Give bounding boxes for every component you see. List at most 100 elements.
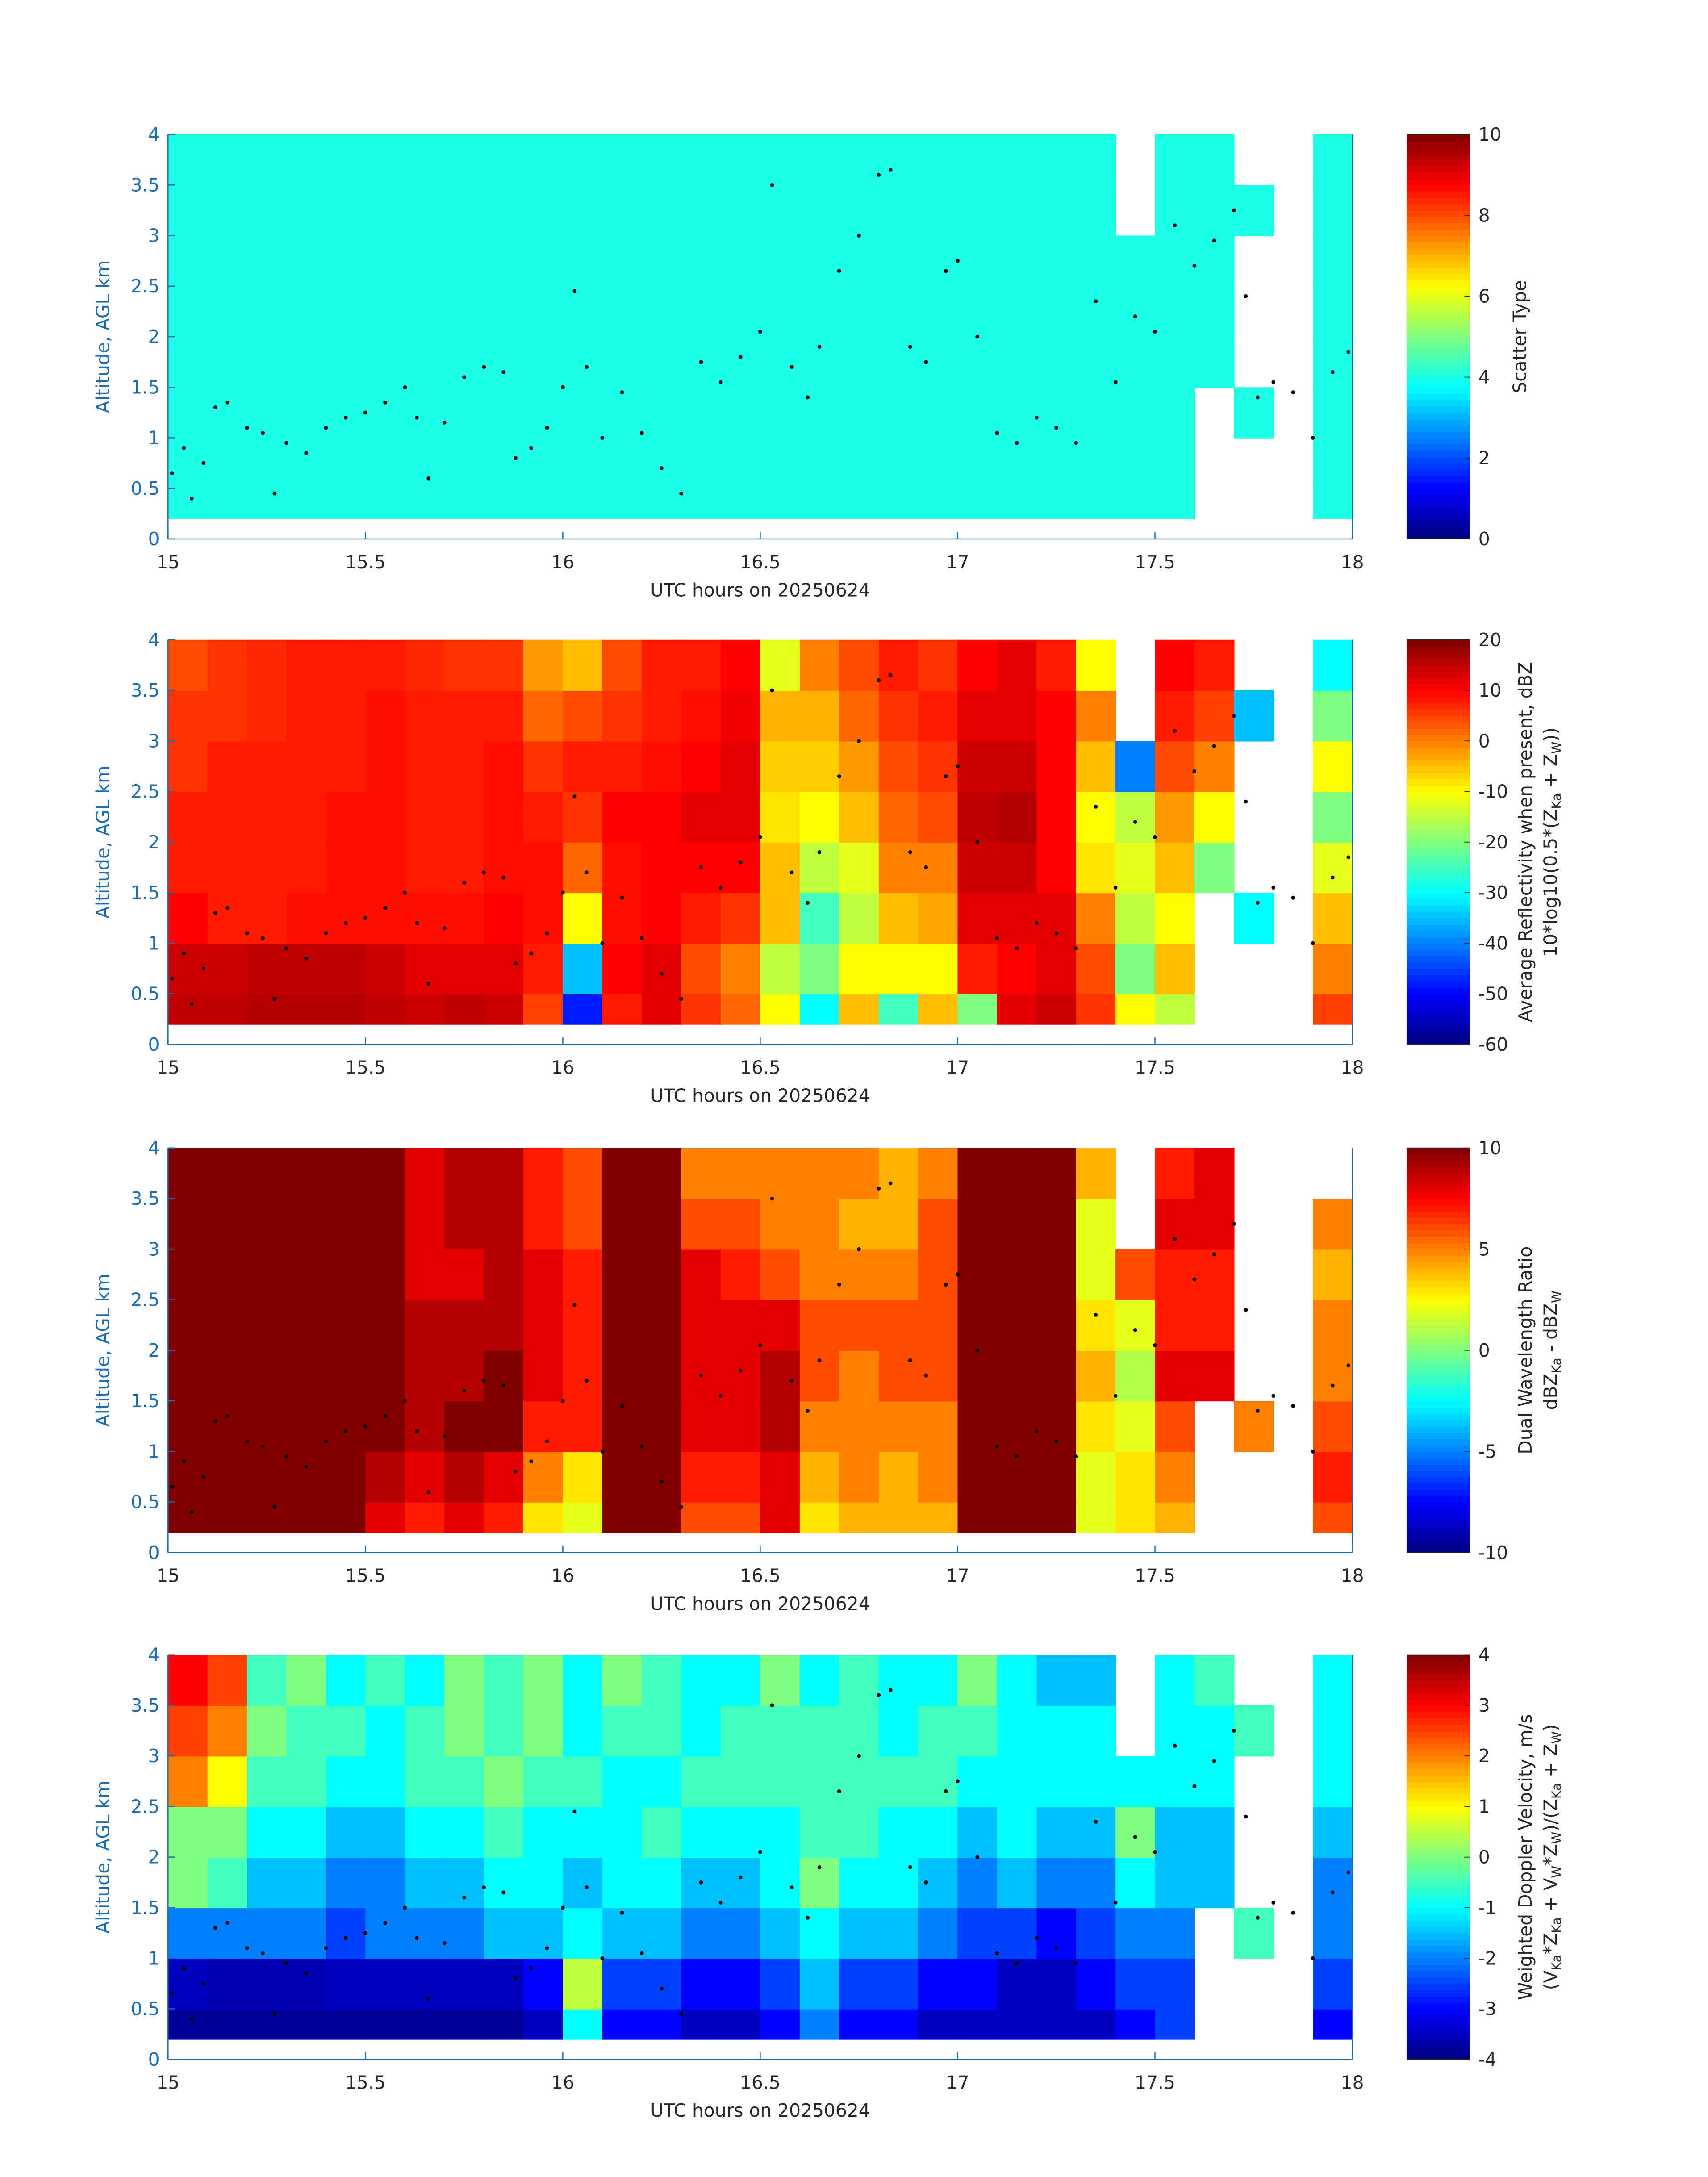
heatmap-cell (918, 387, 958, 439)
heatmap-cell (405, 1300, 445, 1351)
heatmap-cell (1036, 1907, 1077, 1959)
heatmap-cell (247, 943, 287, 994)
heatmap-cell (1076, 438, 1116, 489)
heatmap-cell (1155, 994, 1195, 1025)
heatmap-cell (405, 488, 445, 519)
x-tick-label: 17.5 (1135, 1057, 1175, 1078)
heatmap-cell (760, 943, 801, 994)
cloud-point (213, 1419, 217, 1423)
colorbar-swatch (1407, 2047, 1470, 2054)
heatmap-cell (523, 1249, 564, 1300)
heatmap-cell (286, 438, 327, 489)
colorbar-swatch (1407, 1951, 1470, 1959)
heatmap-cell (207, 1756, 248, 1807)
heatmap-cell (878, 741, 919, 792)
colorbar-swatch (1407, 1211, 1470, 1218)
heatmap-cell (1115, 488, 1156, 519)
heatmap-cell (1155, 185, 1195, 236)
heatmap-cell (365, 1249, 406, 1300)
colorbar-swatch (1407, 147, 1470, 154)
heatmap-cell (1076, 387, 1116, 439)
cloud-point (284, 1454, 288, 1458)
cloud-point (1034, 1429, 1039, 1433)
heatmap-cell (642, 1958, 682, 2010)
heatmap-cell (365, 690, 406, 742)
heatmap-cell (168, 1350, 208, 1402)
heatmap-cell (168, 1198, 208, 1250)
heatmap-cell (839, 387, 879, 439)
heatmap-cell (563, 791, 603, 843)
cloud-point (620, 1404, 624, 1408)
colorbar-swatch (1407, 330, 1470, 337)
heatmap-cell (523, 1300, 564, 1351)
cloud-point (363, 1931, 367, 1935)
heatmap-cell (642, 741, 682, 792)
heatmap-cell (168, 690, 208, 742)
x-tick-label: 16.5 (740, 552, 781, 573)
heatmap-cell (1313, 1502, 1353, 1533)
heatmap-cell (721, 1705, 761, 1757)
heatmap-cell (918, 438, 958, 489)
heatmap-cell (878, 1249, 919, 1300)
heatmap-cell (1194, 1655, 1235, 1706)
heatmap-cell (997, 1958, 1037, 2010)
heatmap-cell (168, 1502, 208, 1533)
heatmap-cell (721, 1249, 761, 1300)
colorbar-tick-label: 2 (1478, 447, 1490, 469)
colorbar-swatch (1407, 425, 1470, 432)
cloud-point (272, 1505, 277, 1509)
heatmap-cell (1155, 1756, 1195, 1807)
colorbar-swatch (1407, 368, 1470, 375)
heatmap-cell (523, 1857, 564, 1909)
heatmap-cell (799, 1451, 840, 1503)
x-tick-label: 18 (1341, 1057, 1364, 1078)
heatmap-cell (1313, 1401, 1353, 1452)
cloud-point (956, 1272, 960, 1277)
heatmap-cell (405, 994, 445, 1025)
heatmap-cell (799, 892, 840, 944)
cloud-point (1346, 1363, 1351, 1368)
heatmap-cell (326, 1148, 366, 1199)
heatmap-cell (444, 842, 484, 894)
heatmap-cell (1194, 1857, 1235, 1909)
heatmap-cell (365, 842, 406, 894)
heatmap-cell (365, 1148, 406, 1199)
cloud-point (789, 1379, 794, 1383)
colorbar-swatch (1407, 1546, 1470, 1553)
colorbar-label-part: W (1549, 1731, 1564, 1744)
colorbar-swatch (1407, 1167, 1470, 1174)
colorbar-swatch (1407, 280, 1470, 287)
heatmap-cell (642, 1249, 682, 1300)
heatmap-cell (839, 892, 879, 944)
cloud-point (462, 1388, 466, 1393)
heatmap-cell (207, 1857, 248, 1909)
heatmap-cell (799, 791, 840, 843)
colorbar-swatch (1407, 1281, 1470, 1288)
heatmap-cell (1194, 791, 1235, 843)
heatmap-cell (760, 741, 801, 792)
colorbar-swatch (1407, 463, 1470, 470)
heatmap-cell (365, 1756, 406, 1807)
heatmap-cell (1313, 1806, 1353, 1858)
heatmap-cell (1115, 1806, 1156, 1858)
cloud-point (1212, 744, 1216, 748)
heatmap-cell (602, 235, 643, 287)
heatmap-cell (444, 336, 484, 388)
heatmap-cell (760, 1502, 801, 1533)
colorbar-swatch (1407, 469, 1470, 476)
heatmap-cell (405, 185, 445, 236)
heatmap-cell (207, 438, 248, 489)
colorbar-swatch (1407, 671, 1470, 678)
heatmap-cell (563, 1958, 603, 2010)
heatmap-cell (642, 185, 682, 236)
heatmap-cell (918, 2009, 958, 2040)
heatmap-cell (681, 791, 722, 843)
heatmap-cell (602, 1300, 643, 1351)
heatmap-cell (1155, 690, 1195, 742)
heatmap-cell (326, 488, 366, 519)
y-axis-label: Altitude, AGL km (92, 765, 114, 919)
heatmap-cell (286, 185, 327, 236)
y-axis-label: Altitude, AGL km (92, 1780, 114, 1934)
heatmap-cell (1155, 387, 1195, 439)
heatmap-cell (563, 387, 603, 439)
